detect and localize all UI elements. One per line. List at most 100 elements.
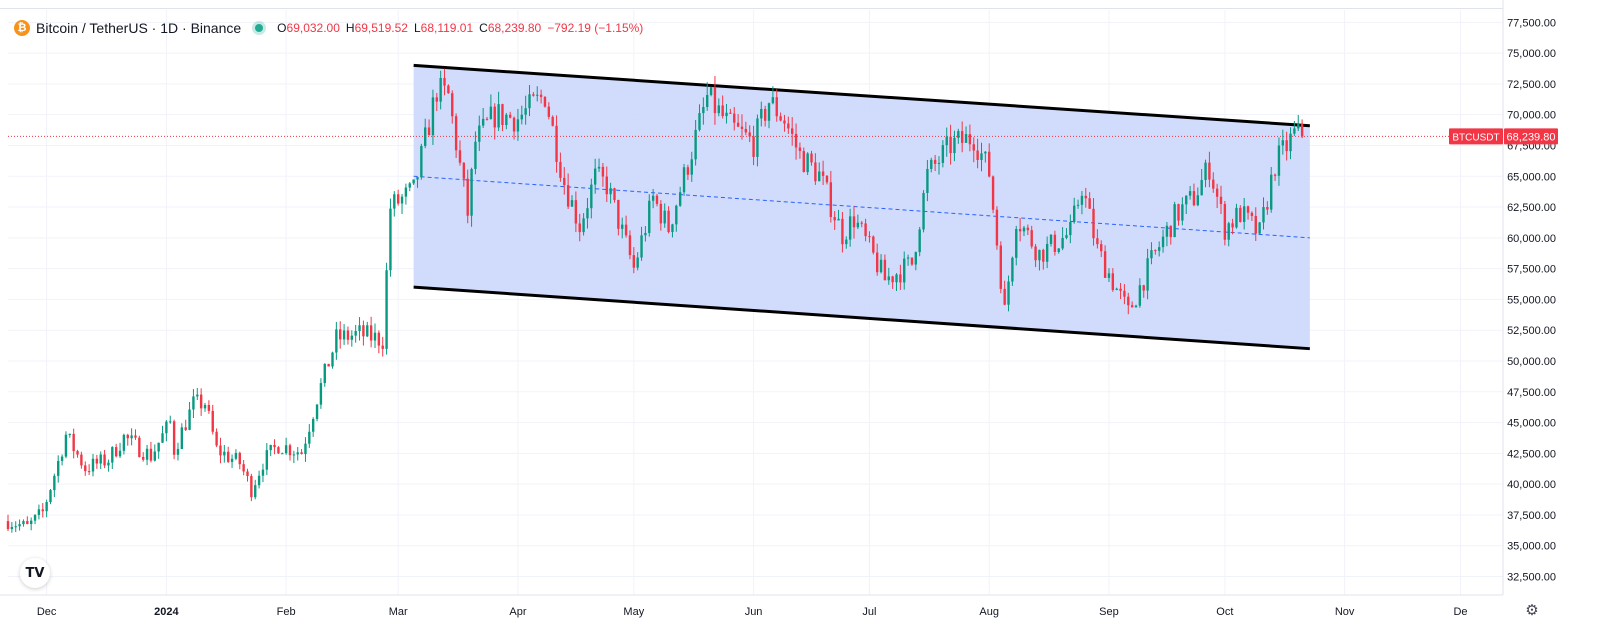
candle[interactable] xyxy=(918,226,921,257)
candle[interactable] xyxy=(165,420,168,442)
candle[interactable] xyxy=(196,388,199,401)
candle[interactable] xyxy=(760,101,763,127)
candle[interactable] xyxy=(814,153,817,185)
tradingview-logo-icon[interactable]: TV xyxy=(20,558,50,588)
candle[interactable] xyxy=(1285,131,1288,161)
candle[interactable] xyxy=(976,138,979,169)
channel-lower-line[interactable] xyxy=(413,285,1310,351)
candle[interactable] xyxy=(1242,197,1246,230)
candle[interactable] xyxy=(825,175,829,185)
candle[interactable] xyxy=(1196,187,1200,207)
candle[interactable] xyxy=(779,112,782,122)
candle[interactable] xyxy=(1138,278,1142,308)
candle[interactable] xyxy=(791,117,794,146)
candle[interactable] xyxy=(400,193,404,214)
candle[interactable] xyxy=(752,125,755,166)
candle[interactable] xyxy=(1100,240,1103,258)
candle[interactable] xyxy=(1235,203,1238,229)
candle[interactable] xyxy=(605,166,608,203)
candle[interactable] xyxy=(883,254,887,281)
candle[interactable] xyxy=(1297,114,1300,132)
candle[interactable] xyxy=(1227,221,1230,247)
candle[interactable] xyxy=(1188,185,1192,200)
candle[interactable] xyxy=(806,152,809,175)
candle[interactable] xyxy=(188,401,191,431)
candle[interactable] xyxy=(582,213,585,236)
candle[interactable] xyxy=(508,111,512,119)
candle[interactable] xyxy=(864,218,867,242)
candle[interactable] xyxy=(396,189,400,206)
candle[interactable] xyxy=(1092,198,1095,246)
candle[interactable] xyxy=(532,92,535,97)
candle[interactable] xyxy=(1015,225,1018,266)
candle[interactable] xyxy=(748,125,751,143)
candle[interactable] xyxy=(87,464,91,475)
candle[interactable] xyxy=(586,197,589,229)
candle[interactable] xyxy=(910,257,914,266)
candle[interactable] xyxy=(868,231,871,243)
candle[interactable] xyxy=(933,154,937,172)
candle[interactable] xyxy=(169,415,172,424)
candle[interactable] xyxy=(369,316,373,348)
candles[interactable] xyxy=(6,68,1304,533)
candle[interactable] xyxy=(1157,241,1161,257)
candle[interactable] xyxy=(1200,168,1203,196)
candle[interactable] xyxy=(33,514,37,525)
candle[interactable] xyxy=(296,447,299,461)
candle[interactable] xyxy=(698,104,701,132)
candle[interactable] xyxy=(644,226,647,242)
candle[interactable] xyxy=(887,267,890,285)
candle[interactable] xyxy=(559,152,562,182)
candle[interactable] xyxy=(1123,284,1126,305)
candle[interactable] xyxy=(524,95,527,125)
candle[interactable] xyxy=(659,200,663,231)
candle[interactable] xyxy=(319,378,323,409)
candle[interactable] xyxy=(663,203,666,228)
candle[interactable] xyxy=(420,143,423,180)
candle[interactable] xyxy=(269,444,272,457)
candle[interactable] xyxy=(416,176,419,188)
candle[interactable] xyxy=(655,193,659,207)
candle[interactable] xyxy=(493,103,496,140)
candle[interactable] xyxy=(1258,221,1261,236)
candle[interactable] xyxy=(424,118,427,149)
candle[interactable] xyxy=(891,275,894,289)
candle[interactable] xyxy=(230,454,234,468)
candle[interactable] xyxy=(373,323,377,349)
candle[interactable] xyxy=(1204,159,1207,188)
candle[interactable] xyxy=(1223,201,1227,246)
candle[interactable] xyxy=(543,96,547,108)
candle[interactable] xyxy=(875,243,879,276)
candle[interactable] xyxy=(458,140,462,166)
candle[interactable] xyxy=(180,423,184,450)
candle[interactable] xyxy=(68,433,72,438)
candle[interactable] xyxy=(1277,137,1281,186)
candle[interactable] xyxy=(957,128,960,144)
candle[interactable] xyxy=(1007,275,1010,312)
candle[interactable] xyxy=(621,217,624,239)
candle[interactable] xyxy=(972,137,975,163)
candle[interactable] xyxy=(80,451,83,469)
candle[interactable] xyxy=(26,516,29,525)
candle[interactable] xyxy=(516,108,520,141)
candle[interactable] xyxy=(771,86,775,105)
candle[interactable] xyxy=(234,449,238,461)
candle[interactable] xyxy=(335,321,338,360)
candle[interactable] xyxy=(906,254,910,266)
candle[interactable] xyxy=(377,330,381,354)
candle[interactable] xyxy=(945,127,948,157)
candle[interactable] xyxy=(501,103,504,132)
candle[interactable] xyxy=(103,449,106,469)
candle[interactable] xyxy=(783,114,786,132)
candle[interactable] xyxy=(1273,173,1277,181)
candle[interactable] xyxy=(381,336,384,357)
candle[interactable] xyxy=(593,158,597,194)
channel-midline[interactable] xyxy=(413,175,1310,239)
gear-icon[interactable]: ⚙ xyxy=(1525,601,1539,619)
candle[interactable] xyxy=(686,164,690,181)
candle[interactable] xyxy=(1281,129,1285,155)
candle[interactable] xyxy=(254,479,257,500)
candle[interactable] xyxy=(1262,197,1265,230)
candle[interactable] xyxy=(134,429,137,440)
candle[interactable] xyxy=(802,147,805,173)
